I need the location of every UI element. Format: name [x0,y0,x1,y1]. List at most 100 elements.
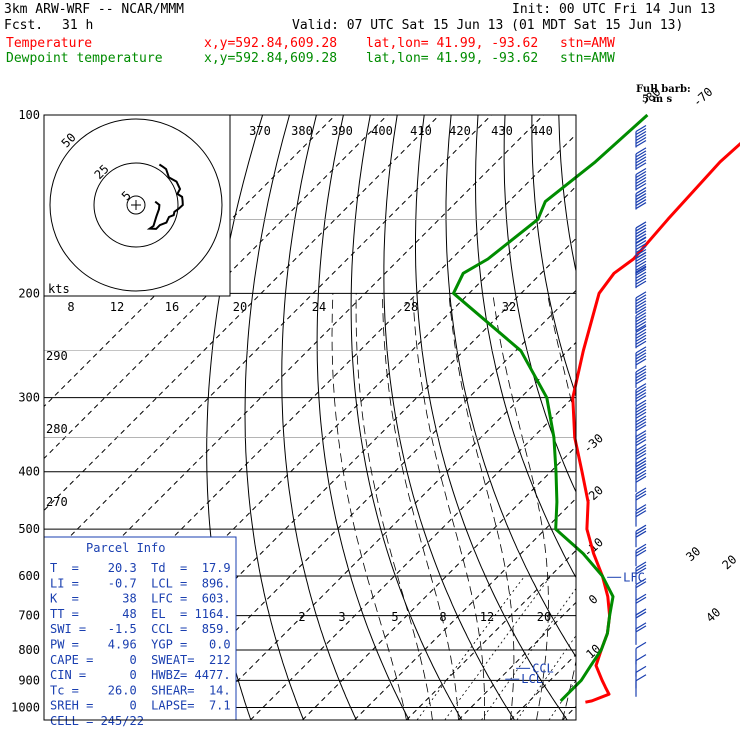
moist-adiabat-line [412,293,485,720]
isotherm-line [44,185,576,720]
pressure-tick-label: 200 [18,286,40,300]
isotherm-line [44,115,544,616]
parcel-info-row: CAPE = 0 SWEAT= 212 [50,653,231,667]
temperature-profile [571,141,740,704]
wind-barb [635,524,647,548]
parcel-info-row: SREH = 0 LAPSE= 7.1 [50,699,231,713]
parcel-info-row: Tc = 26.0 SHEAR= 14. [50,683,231,697]
wind-barb [635,291,647,314]
parcel-info-row: TT = 48 EL = 1164. [50,607,231,621]
mixing-ratio-label: 32 [502,300,516,314]
temperature-legend: Temperature [6,36,93,51]
theta-label: 420 [449,124,471,138]
temperature-latlon: lat,lon= 41.99, -93.62 [366,36,539,51]
mixing-ratio-label: 2 [298,610,305,624]
wind-barb [635,504,647,527]
wind-barb [635,325,647,349]
theta-label: 380 [291,124,313,138]
parcel-marker-label: LCL [521,672,543,686]
mixing-ratio-label: 28 [404,300,418,314]
moist-adiabat-line [614,293,704,720]
mixing-ratio-line [481,587,576,720]
dry-adiabat-line [531,115,576,397]
wind-barb [635,125,647,148]
hodograph-trace [146,163,184,230]
mixing-ratio-label: 12 [110,300,124,314]
dewpoint-legend: Dewpoint temperature [6,51,163,66]
mixing-ratio-line [516,634,576,720]
isotherm-line [198,341,576,720]
theta-label: 440 [531,124,553,138]
isotherm-label: 20 [719,552,739,572]
dry-adiabat-line [445,115,576,658]
dry-adiabat-line [720,115,740,720]
forecast-label: Fcst. [4,18,44,33]
moist-adiabat-line [448,293,515,720]
moist-adiabat-line [492,293,549,720]
dry-adiabat-line [244,115,305,720]
wind-barb [635,237,647,260]
wind-barb [635,167,647,191]
hodograph-units: kts [48,282,70,296]
parcel-info-title: Parcel Info [86,541,165,555]
wind-barb [635,415,647,438]
mixing-ratio-label: 20 [233,300,247,314]
mixing-ratio-line [444,575,552,720]
isotherm-label: -70 [690,85,715,110]
mixing-ratio-label: 12 [480,610,494,624]
dry-adiabat-line [640,115,740,720]
theta-label: 370 [249,124,271,138]
dewpoint-xy: x,y=592.84,609.28 [204,51,338,66]
isotherm-line [562,705,576,720]
dry-adiabat-line [474,115,576,579]
wind-barb [635,399,647,423]
wind-barb [635,622,647,645]
isotherm-line [718,115,740,720]
dry-adiabat-line [694,115,740,720]
isotherm-line [146,289,576,720]
forecast-hour: 31 h [62,18,94,33]
theta-label: 390 [331,124,353,138]
theta-label: 290 [46,349,68,363]
mixing-ratio-label: 5 [391,610,398,624]
mixing-ratio-line [416,575,526,720]
hodograph-ring [93,162,179,248]
parcel-info-row: PW = 4.96 YGP = 0.0 [50,638,231,652]
dry-adiabat-line [383,115,515,720]
dry-adiabat-line [350,115,463,720]
dry-adiabat-line [503,115,576,494]
pressure-tick-label: 300 [18,391,40,405]
isotherm-label: -80 [638,85,663,110]
pressure-tick-label: 1000 [11,700,40,714]
init-time: Init: 00 UTC Fri 14 Jun 13 [512,2,716,17]
isotherm-label: 30 [683,544,703,564]
mixing-ratio-label: 20 [537,610,551,624]
parcel-info-row: K = 38 LFC = 603. [50,592,231,606]
dry-adiabat-line [281,115,357,720]
parcel-info-row: CIN = 0 HWBZ= 4477. [50,668,231,682]
pressure-tick-label: 500 [18,522,40,536]
pressure-tick-label: 900 [18,673,40,687]
theta-label: 400 [371,124,393,138]
mixing-ratio-label: 8 [67,300,74,314]
isotherm-label: 0 [586,592,601,607]
valid-time: Valid: 07 UTC Sat 15 Jun 13 (01 MDT Sat … [292,18,684,33]
parcel-info-row: CELL = 245/22 [50,714,144,728]
moist-adiabat-line [355,293,433,720]
moist-adiabat-line [640,293,740,720]
wind-barb [635,561,647,585]
isotherm-label: 40 [703,605,723,625]
wind-barb [635,641,647,665]
wind-barb [635,654,647,677]
dewpoint-latlon: lat,lon= 41.99, -93.62 [366,51,539,66]
moist-adiabat-line [666,293,740,720]
hodograph-ring [126,195,146,215]
theta-label: 280 [46,422,68,436]
wind-barb [635,346,647,369]
moist-adiabat-line [331,293,407,720]
isotherm-line [250,393,576,720]
dry-adiabat-line [558,115,576,274]
isotherm-line [44,115,440,512]
isotherm-line [44,115,492,564]
mixing-ratio-label: 8 [439,610,446,624]
